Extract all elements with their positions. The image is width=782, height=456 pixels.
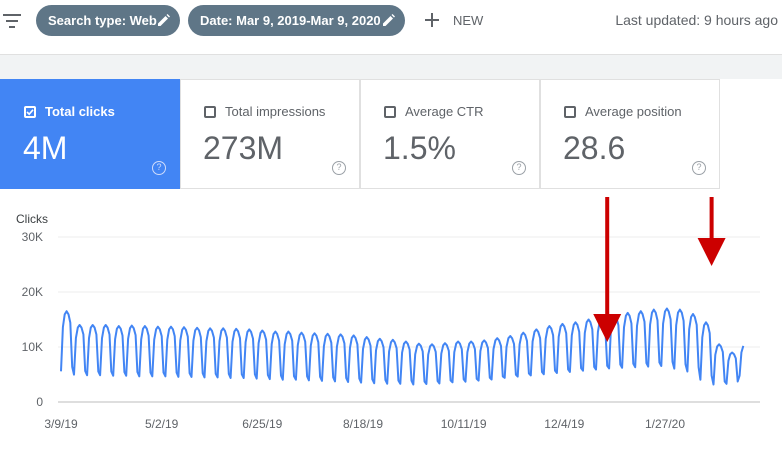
plus-icon: [425, 13, 439, 27]
checkbox-icon[interactable]: [204, 106, 216, 118]
help-icon[interactable]: ?: [152, 161, 166, 175]
y-tick-labels: 0 10K 20K 30K: [22, 230, 44, 409]
date-range-chip[interactable]: Date: Mar 9, 2019-Mar 9, 2020: [188, 5, 405, 36]
y-tick-label: 0: [36, 395, 43, 409]
last-updated-text: Last updated: 9 hours ago: [615, 12, 778, 28]
edit-pencil-icon: [158, 14, 170, 26]
x-tick-label: 5/2/19: [145, 417, 179, 431]
metric-card-total-clicks[interactable]: Total clicks 4M ?: [0, 79, 180, 189]
x-tick-label: 3/9/19: [44, 417, 78, 431]
red-arrow-annotation: [593, 197, 622, 342]
x-tick-label: 12/4/19: [544, 417, 584, 431]
x-tick-label: 1/27/20: [645, 417, 685, 431]
checkbox-icon[interactable]: [384, 106, 396, 118]
metric-card-average-ctr[interactable]: Average CTR 1.5% ?: [360, 79, 540, 189]
x-tick-label: 6/25/19: [242, 417, 282, 431]
x-tick-labels: 3/9/19 5/2/19 6/25/19 8/18/19 10/11/19 12/4/1…: [44, 417, 685, 431]
metric-label: Average position: [585, 104, 682, 119]
metric-label: Total clicks: [45, 104, 115, 119]
y-tick-label: 10K: [22, 340, 43, 354]
header-separator-band: [0, 55, 782, 79]
metric-value: 273M: [203, 130, 284, 166]
x-tick-label: 8/18/19: [343, 417, 383, 431]
clicks-series-line: [60, 307, 745, 386]
date-range-chip-label: Date: Mar 9, 2019-Mar 9, 2020: [200, 13, 381, 28]
grid-lines: [58, 236, 760, 403]
metric-value: 4M: [23, 130, 68, 166]
y-tick-label: 30K: [22, 230, 43, 244]
metric-cards: Total clicks 4M ? Total impressions 273M…: [0, 79, 782, 189]
help-icon[interactable]: ?: [332, 161, 346, 175]
search-type-chip[interactable]: Search type: Web: [36, 5, 180, 36]
metric-card-total-impressions[interactable]: Total impressions 273M ?: [180, 79, 360, 189]
new-filter-button[interactable]: NEW: [425, 10, 483, 30]
edit-pencil-icon: [383, 14, 395, 26]
clicks-line-chart: Clicks 0 10K 20K 30K 3/9/19 5/2/19 6/25/19 8/1…: [16, 197, 760, 431]
x-tick-label: 10/11/19: [441, 417, 487, 431]
metric-value: 28.6: [563, 130, 626, 166]
metric-label: Average CTR: [405, 104, 484, 119]
metric-value: 1.5%: [383, 130, 456, 166]
checkbox-icon[interactable]: [564, 106, 576, 118]
metric-label: Total impressions: [225, 104, 326, 119]
new-filter-label: NEW: [453, 12, 484, 28]
metric-card-average-position[interactable]: Average position 28.6 ?: [540, 79, 720, 189]
y-tick-label: 20K: [22, 285, 43, 299]
checkbox-checked-icon[interactable]: [24, 106, 36, 118]
y-axis-label: Clicks: [16, 212, 48, 226]
help-icon[interactable]: ?: [512, 161, 526, 175]
top-filter-bar: Search type: Web Date: Mar 9, 2019-Mar 9…: [0, 0, 782, 55]
filter-icon[interactable]: [3, 14, 21, 28]
red-arrow-annotation: [697, 197, 726, 266]
annotation-arrows: [593, 197, 726, 342]
help-icon[interactable]: ?: [692, 161, 706, 175]
search-type-chip-label: Search type: Web: [48, 13, 157, 28]
